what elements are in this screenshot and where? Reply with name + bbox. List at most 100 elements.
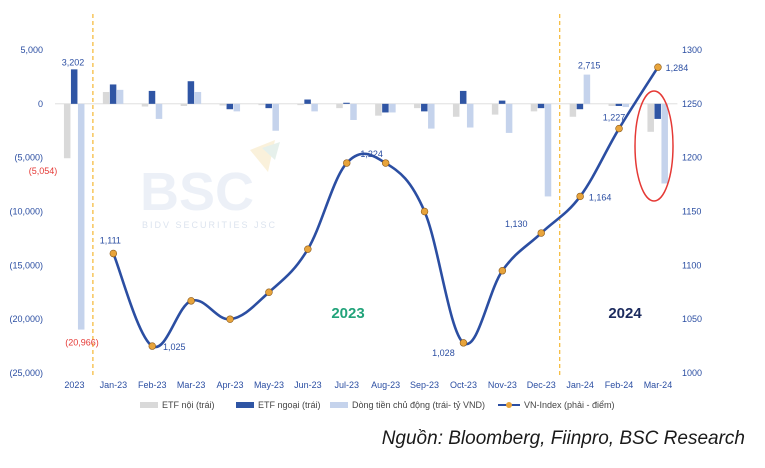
bar-active-flow	[116, 89, 124, 104]
bar-active-flow	[311, 103, 318, 112]
bar-etf-ngoai	[537, 103, 545, 109]
vn-index-point	[226, 315, 234, 323]
vn-index-point	[265, 288, 273, 296]
bar-active-flow	[466, 103, 474, 128]
legend-swatch	[236, 402, 254, 408]
data-labels: (5,054) 3,202 (20,966) 2,715 1,111 1,025 1,224…	[29, 57, 688, 357]
left-tick-label: (20,000)	[9, 314, 43, 324]
bar-etf-ngoai	[70, 69, 78, 104]
bars	[63, 69, 668, 330]
bar-etf-ngoai	[459, 90, 467, 104]
x-tick-label: Jan-24	[566, 380, 594, 390]
legend-label: ETF nội (trái)	[162, 400, 215, 410]
vn-index-point	[187, 297, 195, 305]
x-tick-label: Jul-23	[334, 380, 359, 390]
right-tick-label: 1200	[682, 153, 702, 163]
x-tick-label: Jun-23	[294, 380, 322, 390]
legend-label: ETF ngoại (trái)	[258, 400, 321, 410]
vn-index-line-layer	[109, 63, 662, 350]
bar-etf-ngoai	[615, 103, 623, 106]
bar-active-flow	[272, 103, 279, 131]
left-tick-label: 0	[38, 99, 43, 109]
bar-active-flow	[583, 74, 591, 104]
x-tick-label: Oct-23	[450, 380, 477, 390]
bar-etf-ngoai	[109, 84, 117, 104]
bar-active-flow	[77, 103, 85, 330]
watermark-subtext: BIDV SECURITIES JSC	[142, 220, 277, 230]
x-tick-label: May-23	[254, 380, 284, 390]
x-axis: 2023 Jan-23 Feb-23 Mar-23 Apr-23 May-23 Jun-23…	[64, 380, 672, 390]
bar-etf-noi	[414, 103, 421, 109]
bar-etf-ngoai	[498, 100, 506, 104]
watermark-logo: BSC	[140, 162, 254, 222]
x-tick-label: Nov-23	[488, 380, 517, 390]
legend-label: VN-Index (phải - điểm)	[524, 400, 615, 410]
bar-active-flow	[505, 103, 513, 133]
x-tick-label: Sep-23	[410, 380, 439, 390]
x-tick-label: Feb-24	[605, 380, 634, 390]
x-tick-label: 2023	[64, 380, 84, 390]
bar-active-flow	[233, 103, 241, 112]
data-label: 1,130	[505, 219, 528, 229]
bar-active-flow	[622, 103, 630, 108]
bar-etf-ngoai	[187, 81, 195, 104]
x-tick-label: Apr-23	[217, 380, 244, 390]
bar-etf-ngoai	[654, 103, 661, 119]
bar-etf-noi	[63, 103, 71, 159]
data-label: 1,224	[360, 149, 383, 159]
bar-etf-noi	[336, 103, 343, 109]
vn-index-point	[420, 207, 429, 216]
x-tick-label: Feb-23	[138, 380, 167, 390]
data-label: 1,025	[163, 342, 186, 352]
right-tick-label: 1000	[682, 368, 702, 378]
right-tick-label: 1250	[682, 99, 702, 109]
year-2024-label: 2024	[608, 305, 642, 322]
bar-active-flow	[661, 103, 668, 184]
year-2023-label: 2023	[331, 305, 364, 322]
source-note: Nguồn: Bloomberg, Fiinpro, BSC Research	[381, 428, 745, 449]
bar-etf-ngoai	[421, 103, 428, 112]
data-label: 1,111	[100, 235, 121, 245]
bar-etf-noi	[491, 103, 499, 115]
bar-etf-noi	[102, 91, 110, 104]
data-label: 1,227	[603, 113, 626, 123]
bar-etf-ngoai	[226, 103, 234, 110]
left-tick-label: (5,000)	[14, 153, 43, 163]
data-label: 1,284	[666, 63, 689, 73]
vn-index-point	[304, 245, 312, 253]
right-tick-label: 1300	[682, 45, 702, 55]
x-tick-label: Mar-24	[644, 380, 673, 390]
bar-etf-noi	[375, 103, 382, 116]
vn-index-point	[498, 267, 507, 275]
vn-index-point	[459, 339, 468, 347]
bar-etf-noi	[180, 103, 188, 106]
bar-etf-noi	[219, 103, 227, 106]
bar-etf-noi	[530, 103, 538, 112]
data-label: 1,028	[432, 348, 455, 358]
vn-index-point	[343, 159, 351, 167]
bar-etf-noi	[608, 103, 616, 106]
x-tick-label: Jan-23	[100, 380, 128, 390]
bar-etf-ngoai	[265, 103, 272, 109]
bar-active-flow	[544, 103, 552, 197]
bar-etf-noi	[647, 103, 654, 132]
bar-active-flow	[155, 103, 163, 119]
legend-label: Dòng tiền chủ động (trái- tỷ VND)	[352, 400, 485, 410]
bsc-watermark: BSC BIDV SECURITIES JSC	[140, 140, 280, 230]
x-tick-label: Dec-23	[527, 380, 556, 390]
data-label: (5,054)	[29, 166, 58, 176]
data-label: 2,715	[578, 61, 601, 71]
legend-swatch	[330, 402, 348, 408]
vn-index-point	[654, 63, 662, 71]
vn-index-point	[109, 249, 118, 258]
right-axis: 1300 1250 1200 1150 1100 1050 1000	[682, 45, 702, 378]
bar-etf-ngoai	[343, 102, 350, 104]
data-label: 1,164	[589, 192, 612, 202]
left-tick-label: (15,000)	[9, 260, 43, 270]
x-tick-label: Aug-23	[371, 380, 400, 390]
right-tick-label: 1100	[682, 260, 701, 270]
legend-marker	[506, 402, 512, 408]
bar-etf-ngoai	[148, 90, 156, 104]
bar-etf-noi	[569, 103, 577, 117]
